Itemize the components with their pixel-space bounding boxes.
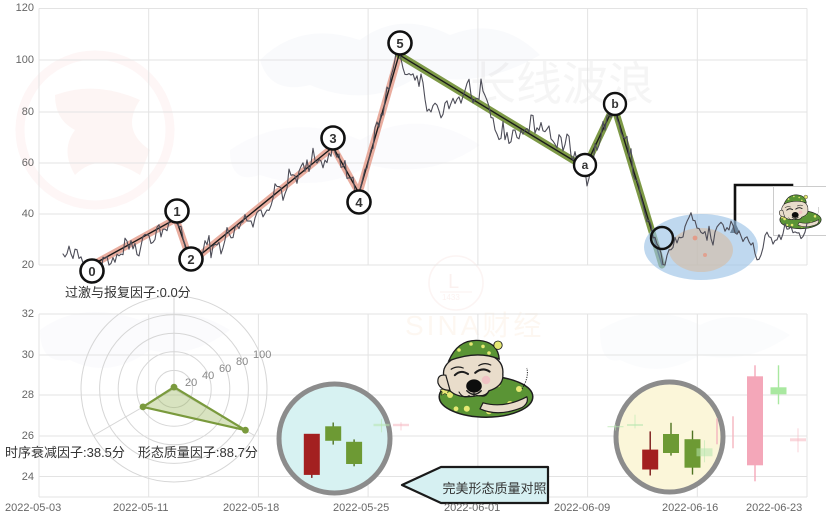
svg-text:0: 0 [88,264,95,279]
svg-text:1: 1 [173,204,180,219]
svg-text:2: 2 [187,252,194,267]
svg-text:3: 3 [329,131,336,146]
svg-text:5: 5 [396,36,403,51]
svg-text:a: a [582,158,589,172]
svg-text:b: b [611,97,618,111]
svg-text:4: 4 [355,195,363,210]
